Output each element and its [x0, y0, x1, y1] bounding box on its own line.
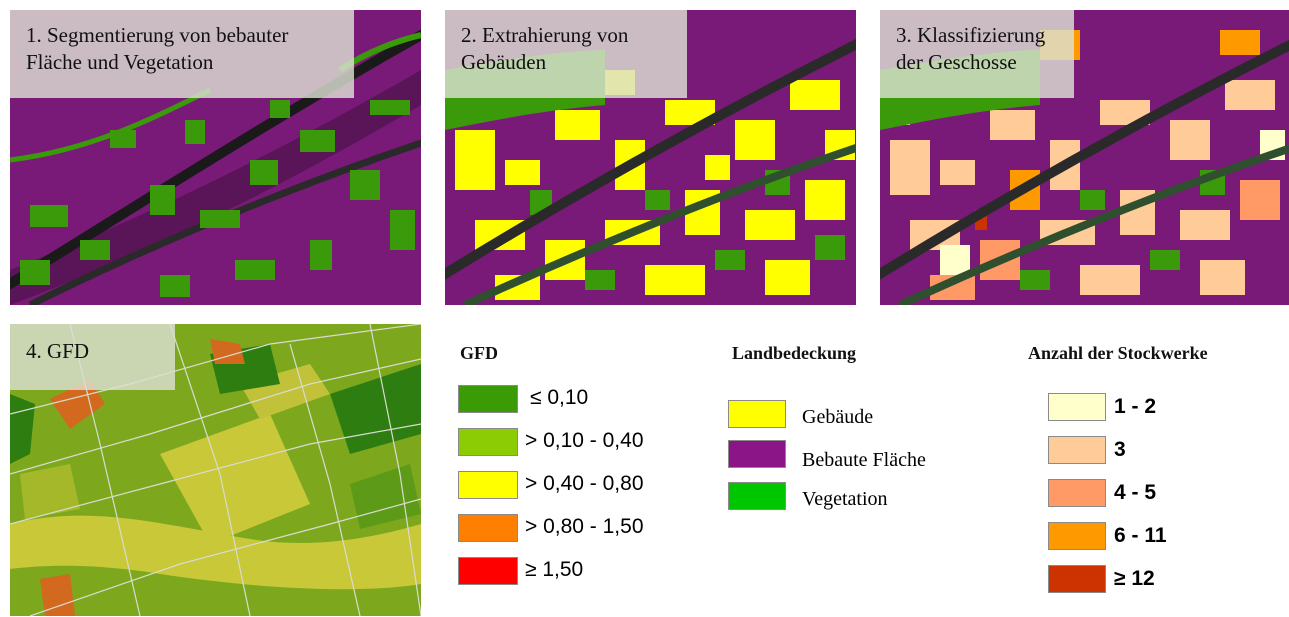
panel-caption: 3. Klassifizierung der Geschosse: [880, 10, 1074, 98]
legend-label: Bebaute Fläche: [802, 449, 926, 471]
legend-swatch: [458, 514, 518, 542]
legend-label: 4 - 5: [1114, 481, 1157, 504]
legend-swatch: [728, 400, 786, 428]
legend-swatch: [458, 471, 518, 499]
legend-title: Landbedeckung: [732, 343, 857, 363]
legend-label: Gebäude: [802, 406, 874, 428]
map-panel-gfd: 4. GFD: [10, 324, 421, 616]
legend-swatch: [728, 440, 786, 468]
map-panel-segmentation: 1. Segmentierung von bebauter Fläche und…: [10, 10, 421, 305]
legend-swatch: [458, 385, 518, 413]
legend-swatch: [458, 428, 518, 456]
floors-map: [880, 10, 1289, 305]
legend-swatch: [728, 482, 786, 510]
legend-label: > 0,10 - 0,40: [525, 429, 644, 452]
panel-caption: 2. Extrahierung von Gebäuden: [445, 10, 687, 98]
legend-title: GFD: [460, 343, 498, 363]
legend-swatch: [1048, 436, 1106, 464]
legend-label: ≥ 12: [1114, 567, 1155, 590]
legend-swatch: [458, 557, 518, 585]
map-panel-buildings: 2. Extrahierung von Gebäuden: [445, 10, 856, 305]
legend-label: 1 - 2: [1114, 395, 1157, 418]
legend-swatch: [1048, 522, 1106, 550]
map-panel-floors: 3. Klassifizierung der Geschosse: [880, 10, 1289, 305]
legend-swatch: [1048, 479, 1106, 507]
legend-label: 6 - 11: [1114, 524, 1167, 547]
legend-label: > 0,80 - 1,50: [525, 515, 644, 538]
legend-label: ≥ 1,50: [525, 558, 584, 581]
panel-caption: 4. GFD: [10, 324, 175, 390]
legend-label: > 0,40 - 0,80: [525, 472, 644, 495]
legend-swatch: [1048, 565, 1106, 593]
legend-title: Anzahl der Stockwerke: [1028, 343, 1208, 363]
legend-label: 3: [1114, 438, 1126, 461]
legend-swatch: [1048, 393, 1106, 421]
panel-caption: 1. Segmentierung von bebauter Fläche und…: [10, 10, 354, 98]
legend-label: Vegetation: [802, 488, 888, 510]
legend-label: ≤ 0,10: [530, 386, 589, 409]
